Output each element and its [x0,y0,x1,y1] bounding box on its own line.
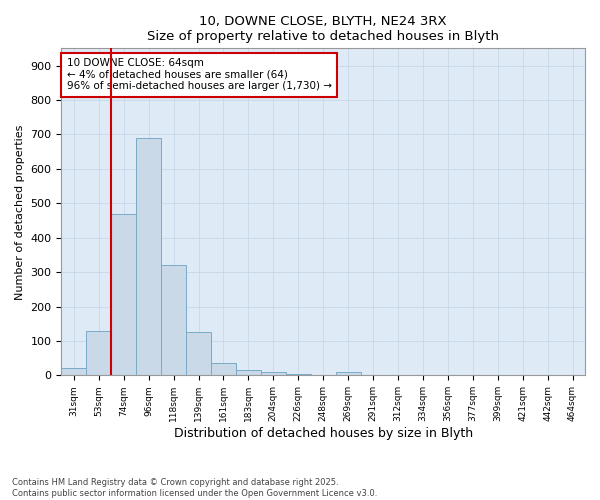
Bar [61,368,86,376]
Bar [136,138,161,376]
X-axis label: Distribution of detached houses by size in Blyth: Distribution of detached houses by size … [173,427,473,440]
Bar [261,372,286,376]
Bar [286,374,311,376]
Bar [211,364,236,376]
Text: Contains HM Land Registry data © Crown copyright and database right 2025.
Contai: Contains HM Land Registry data © Crown c… [12,478,377,498]
Bar [86,330,111,376]
Bar [111,214,136,376]
Y-axis label: Number of detached properties: Number of detached properties [15,124,25,300]
Bar [161,265,186,376]
Text: 10 DOWNE CLOSE: 64sqm
← 4% of detached houses are smaller (64)
96% of semi-detac: 10 DOWNE CLOSE: 64sqm ← 4% of detached h… [67,58,332,92]
Bar [335,372,361,376]
Bar [186,332,211,376]
Title: 10, DOWNE CLOSE, BLYTH, NE24 3RX
Size of property relative to detached houses in: 10, DOWNE CLOSE, BLYTH, NE24 3RX Size of… [147,15,499,43]
Bar [236,370,261,376]
